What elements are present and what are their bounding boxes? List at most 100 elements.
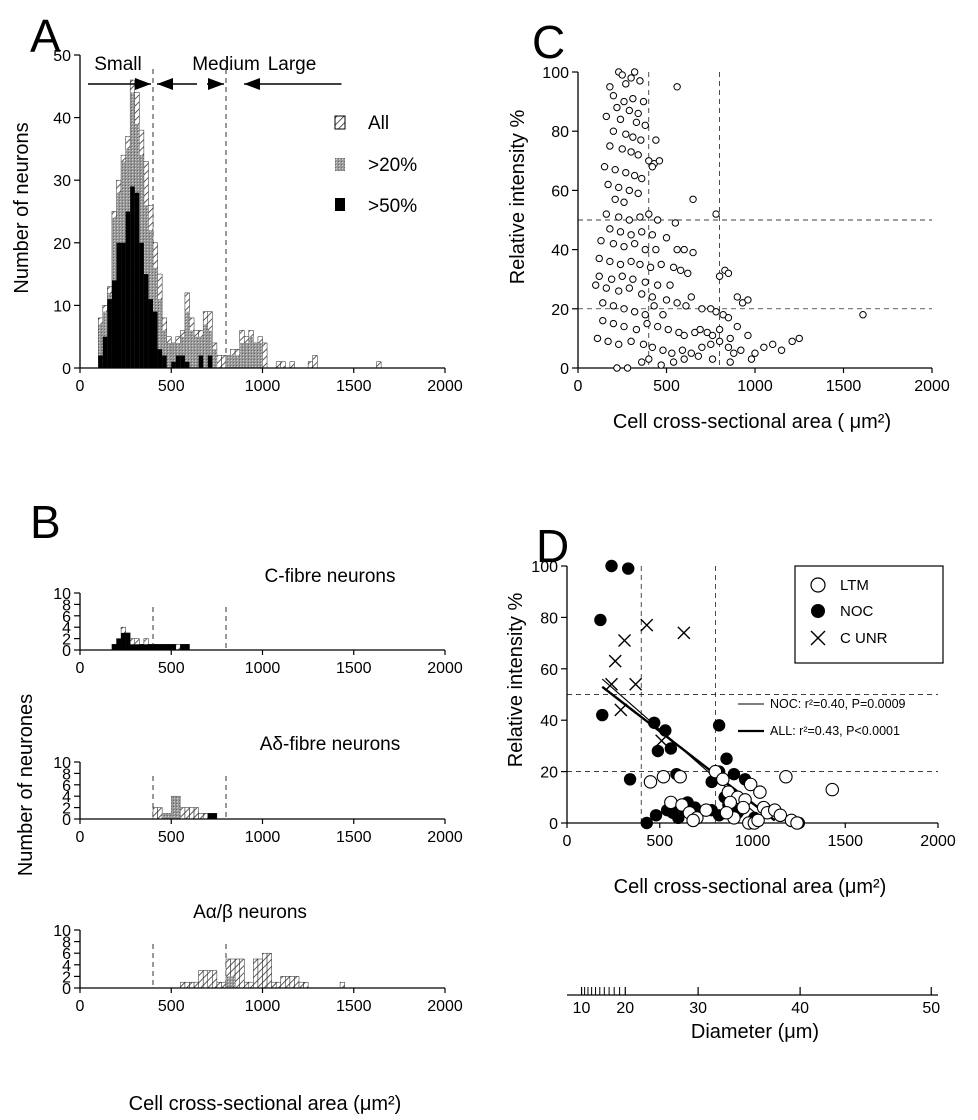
chart-a-dashed-lines [152,69,227,368]
A-y-tick-label: 20 [53,236,71,253]
A-bar-20 [248,336,254,368]
C-point [648,293,657,301]
A-bar-20 [230,355,236,368]
D-point-cunr [629,677,643,691]
C-point [604,337,612,346]
B3-bar-all [294,976,300,989]
C-point [622,80,630,88]
B3-bar-all [212,970,218,989]
B3-x-tick-label: 1000 [245,998,281,1015]
D-x-tick-label: 1500 [827,833,863,850]
B3-bar-all [275,981,281,989]
arrow-large-head [244,78,260,90]
chart-a: 0 500 1000 1500 2000 0 10 20 30 40 50 Small Medium L… [11,48,463,395]
C-point [627,337,635,346]
C-y-tick-label: 40 [551,243,569,260]
chart-c: 0 500 1000 1500 2000 0 20 40 60 80 100 Relative in… [507,65,950,433]
C-point [648,231,657,239]
C-point [622,168,630,177]
C-point [659,346,667,354]
D-point-ltm [790,816,804,830]
A-bar-50 [111,280,117,368]
D-point-ltm [825,782,840,797]
A-bar-50 [125,211,131,368]
D-point-ltm [656,769,671,784]
C-point [599,299,607,307]
B3-bar-all [221,981,227,989]
A-bar-all [275,361,281,369]
B2-x-tick-label: 1000 [245,829,281,846]
fit-legend: NOC: r²=0.40, P=0.0009 ALL: r²=0.43, P<0… [738,697,906,738]
C-point [622,130,630,138]
C-point [648,343,657,351]
C-point [604,180,612,189]
legend-label-20: >20% [368,155,417,176]
C-point [666,281,674,289]
B2-y-tick-label: 2 [62,801,71,818]
C-point [630,68,639,76]
C-point [641,278,649,286]
diameter-tick-label: 30 [689,1000,707,1017]
A-bar-all [262,342,268,369]
D-point-noc [659,724,672,737]
B1-y-tick-label: 8 [62,597,71,614]
A-y-tick-label: 30 [53,173,71,190]
A-bar-20 [235,355,240,368]
C-point [668,349,676,357]
chart-a-bars [98,79,382,369]
C-point [639,97,648,106]
y-axis-label-b: Number of neurones [15,694,37,876]
C-point [659,311,667,319]
D-point-noc [705,775,718,789]
C-point [600,163,609,171]
C-point [607,275,616,283]
C-point [698,305,706,313]
C-point [627,231,635,239]
C-point [788,337,796,346]
size-class-arrows: Small Medium Large [88,54,342,90]
C-point [689,248,697,257]
C-point [715,272,724,280]
C-point [682,302,690,310]
B3-bar-all [248,981,254,989]
B3-y-tick-label: 6 [62,946,71,963]
C-point [859,311,867,319]
D-point-ltm [743,777,758,792]
size-class-label-small: Small [94,54,142,75]
A-x-tick-label: 0 [76,378,85,395]
B1-bar-50 [125,632,131,650]
B2-bar-all [152,807,158,820]
C-point [643,319,651,328]
A-bar-20 [175,342,181,368]
D-point-noc [649,809,663,822]
D-point-cunr [677,626,691,640]
C-point [747,355,756,363]
C-point [673,299,681,307]
C-point [641,121,649,129]
C-point [751,349,759,357]
C-point [606,83,614,91]
C-point [657,260,665,269]
arrow-medium-right-head [208,78,224,90]
C-point [694,352,703,360]
D-point-cunr [614,703,628,717]
C-point [602,284,611,292]
B2-bar-all [198,813,204,820]
A-bar-50 [157,349,163,368]
D-point-ltm [664,795,678,810]
B1-bar-50 [111,644,117,650]
B3-bar-all [184,981,190,989]
B3-bar-all [198,970,204,989]
A-bar-50 [130,186,135,368]
C-point [687,293,695,301]
C-y-tick-label: 0 [560,361,569,378]
fit-label-noc: NOC: r²=0.40, P=0.0009 [770,697,906,711]
C-point [630,239,639,248]
legend-label-ltm: LTM [840,577,869,594]
C-point [638,228,646,236]
B2-y-tick-label: 8 [62,766,71,783]
C-point [606,225,614,233]
A-y-tick-label: 50 [53,48,71,65]
B1-bar-50 [171,644,176,650]
B1-bar-50 [148,644,153,650]
